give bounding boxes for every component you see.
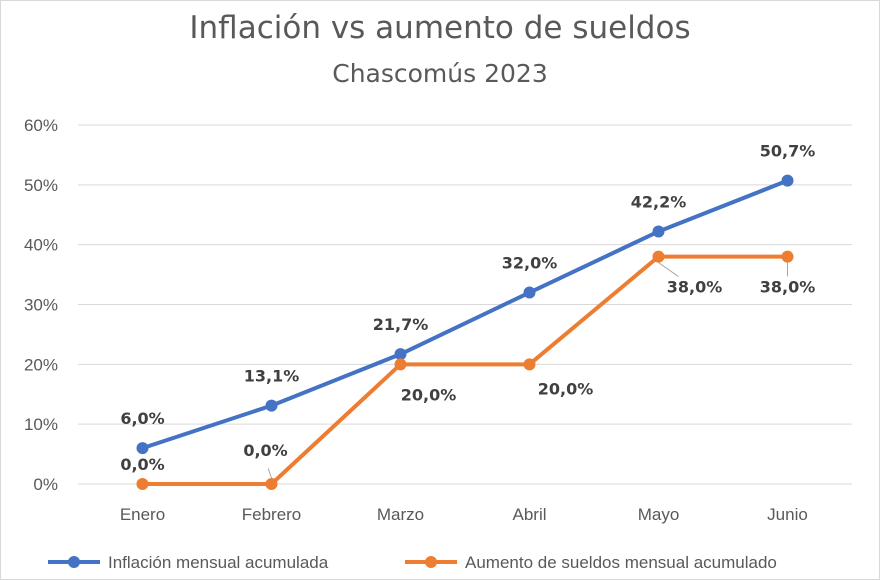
x-tick-label: Junio — [767, 505, 808, 524]
data-label: 38,0% — [760, 278, 816, 297]
x-tick-label: Febrero — [242, 505, 302, 524]
series-line — [141, 178, 789, 450]
data-point — [781, 174, 794, 187]
data-label: 0,0% — [243, 441, 287, 460]
x-axis-ticks: Enero Febrero Marzo Abril Mayo Junio — [120, 505, 808, 524]
legend-marker — [425, 556, 437, 568]
chart-subtitle: Chascomús 2023 — [332, 59, 547, 88]
series-line — [142, 254, 788, 486]
data-point — [265, 399, 278, 412]
data-point — [265, 478, 278, 490]
y-tick-label: 40% — [24, 236, 58, 255]
y-tick-label: 0% — [33, 475, 58, 494]
y-tick-label: 60% — [24, 116, 58, 135]
data-labels: 6,0% 13,1% 21,7% 32,0% 42,2% 50,7% 0,0% 0,0% 20,… — [120, 142, 816, 479]
legend-marker — [68, 556, 80, 568]
data-label: 38,0% — [667, 278, 723, 297]
legend: Inflación mensual acumulada Aumento de su… — [48, 553, 777, 572]
data-point — [136, 442, 149, 455]
chart-title: Inflación vs aumento de sueldos — [189, 10, 690, 46]
series-group — [136, 174, 794, 490]
x-tick-label: Abril — [512, 505, 546, 524]
data-label: 0,0% — [120, 455, 164, 474]
y-tick-label: 50% — [24, 176, 58, 195]
data-label: 50,7% — [760, 142, 816, 161]
x-tick-label: Enero — [120, 505, 165, 524]
data-point — [136, 478, 149, 490]
leader-line — [658, 262, 679, 277]
data-point — [394, 348, 407, 361]
data-point — [781, 250, 794, 263]
y-axis-ticks: 0% 10% 20% 30% 40% 50% 60% — [24, 116, 58, 494]
data-point — [652, 250, 665, 263]
data-label: 6,0% — [120, 409, 164, 428]
data-label: 20,0% — [538, 379, 594, 398]
y-tick-label: 20% — [24, 355, 58, 374]
legend-label: Aumento de sueldos mensual acumulado — [465, 553, 777, 572]
data-point — [394, 358, 407, 371]
data-label: 21,7% — [373, 315, 429, 334]
data-label: 42,2% — [631, 193, 687, 212]
data-point — [652, 225, 665, 238]
leader-line — [267, 468, 272, 479]
x-tick-label: Mayo — [638, 505, 680, 524]
data-label: 13,1% — [244, 367, 300, 386]
data-point — [523, 286, 536, 299]
legend-label: Inflación mensual acumulada — [108, 553, 329, 572]
y-tick-label: 10% — [24, 415, 58, 434]
data-label: 20,0% — [401, 385, 457, 404]
data-point — [523, 358, 536, 371]
x-tick-label: Marzo — [377, 505, 424, 524]
y-tick-label: 30% — [24, 296, 58, 315]
data-label: 32,0% — [502, 254, 558, 273]
